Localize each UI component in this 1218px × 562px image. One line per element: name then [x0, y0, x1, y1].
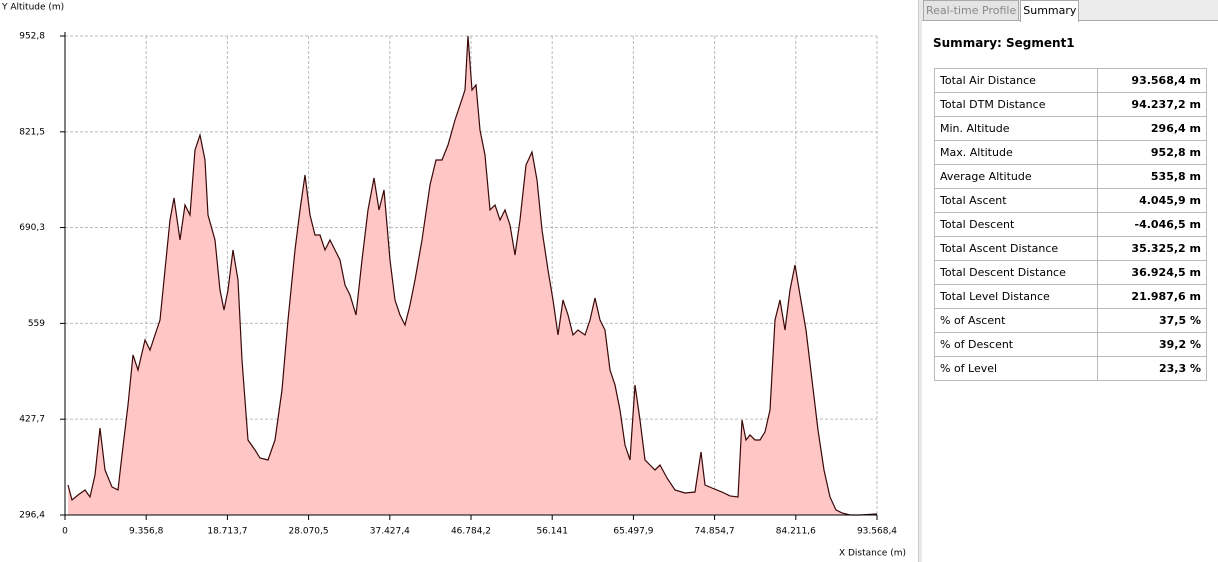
area-fill — [68, 36, 878, 515]
summary-row: Total Descent Distance 36.924,5 m — [934, 260, 1207, 285]
x-axis-label: X Distance (m) — [839, 549, 906, 559]
summary-row: Min. Altitude 296,4 m — [934, 116, 1207, 141]
summary-row: Total Level Distance 21.987,6 m — [934, 284, 1207, 309]
y-axis-label: Y Altitude (m) — [1, 3, 64, 13]
summary-value: 21.987,6 m — [1097, 284, 1207, 309]
summary-row: % of Level 23,3 % — [934, 356, 1207, 381]
summary-label: Total Descent Distance — [934, 260, 1098, 285]
summary-panel: Real-time Profile Summary Summary: Segme… — [922, 0, 1218, 562]
x-tick-label: 0 — [62, 527, 68, 537]
summary-row: Total DTM Distance 94.237,2 m — [934, 92, 1207, 117]
summary-row: Total Ascent Distance 35.325,2 m — [934, 236, 1207, 261]
summary-label: Total DTM Distance — [934, 92, 1098, 117]
chart: Y Altitude (m) X Distance (m) 296,4 427,7… — [1, 3, 906, 559]
summary-label: Total Ascent Distance — [934, 236, 1098, 261]
x-tick-label: 93.568,4 — [857, 527, 897, 537]
x-tick-label: 18.713,7 — [207, 527, 247, 537]
summary-value: 93.568,4 m — [1097, 68, 1207, 93]
summary-value: 952,8 m — [1097, 140, 1207, 165]
summary-label: Total Level Distance — [934, 284, 1098, 309]
x-tick-label: 74.854,7 — [695, 527, 735, 537]
summary-row: % of Descent 39,2 % — [934, 332, 1207, 357]
y-tick-label: 821,5 — [19, 127, 45, 137]
summary-value: 94.237,2 m — [1097, 92, 1207, 117]
x-tick-label: 84.211,6 — [776, 527, 816, 537]
summary-row: Total Descent -4.046,5 m — [934, 212, 1207, 237]
summary-label: % of Level — [934, 356, 1098, 381]
x-tick-label: 28.070,5 — [289, 527, 329, 537]
x-tick-label: 9.356,8 — [129, 527, 164, 537]
summary-value: 36.924,5 m — [1097, 260, 1207, 285]
tab-bar: Real-time Profile Summary — [922, 0, 1218, 22]
summary-label: % of Descent — [934, 332, 1098, 357]
summary-label: Average Altitude — [934, 164, 1098, 189]
y-tick-label: 690,3 — [19, 223, 45, 233]
summary-label: Max. Altitude — [934, 140, 1098, 165]
profile-line — [67, 35, 878, 516]
summary-value: 4.045,9 m — [1097, 188, 1207, 213]
summary-label: Min. Altitude — [934, 116, 1098, 141]
summary-label: Total Ascent — [934, 188, 1098, 213]
summary-value: 535,8 m — [1097, 164, 1207, 189]
summary-label: % of Ascent — [934, 308, 1098, 333]
summary-label: Total Descent — [934, 212, 1098, 237]
y-tick-label: 952,8 — [19, 32, 45, 42]
summary-value: 35.325,2 m — [1097, 236, 1207, 261]
summary-value: -4.046,5 m — [1097, 212, 1207, 237]
summary-row: Total Air Distance 93.568,4 m — [934, 68, 1207, 93]
splitter[interactable] — [918, 0, 923, 562]
summary-row: % of Ascent 37,5 % — [934, 308, 1207, 333]
summary-label: Total Air Distance — [934, 68, 1098, 93]
summary-table: Total Air Distance 93.568,4 m Total DTM Di… — [934, 68, 1207, 381]
summary-row: Max. Altitude 952,8 m — [934, 140, 1207, 165]
x-tick-label: 56.141 — [536, 527, 568, 537]
summary-title: Summary: Segment1 — [933, 36, 1075, 50]
tab[interactable]: Summary — [1020, 0, 1080, 22]
summary-value: 23,3 % — [1097, 356, 1207, 381]
summary-row: Average Altitude 535,8 m — [934, 164, 1207, 189]
y-tick-label: 296,4 — [19, 511, 45, 521]
y-tick-label: 427,7 — [19, 415, 45, 425]
y-tick-label: 559 — [28, 319, 45, 329]
summary-value: 296,4 m — [1097, 116, 1207, 141]
summary-value: 37,5 % — [1097, 308, 1207, 333]
tab[interactable]: Real-time Profile — [923, 0, 1020, 20]
summary-value: 39,2 % — [1097, 332, 1207, 357]
x-tick-label: 65.497,9 — [613, 527, 653, 537]
summary-row: Total Ascent 4.045,9 m — [934, 188, 1207, 213]
x-tick-label: 46.784,2 — [451, 527, 491, 537]
x-tick-label: 37.427,4 — [370, 527, 410, 537]
